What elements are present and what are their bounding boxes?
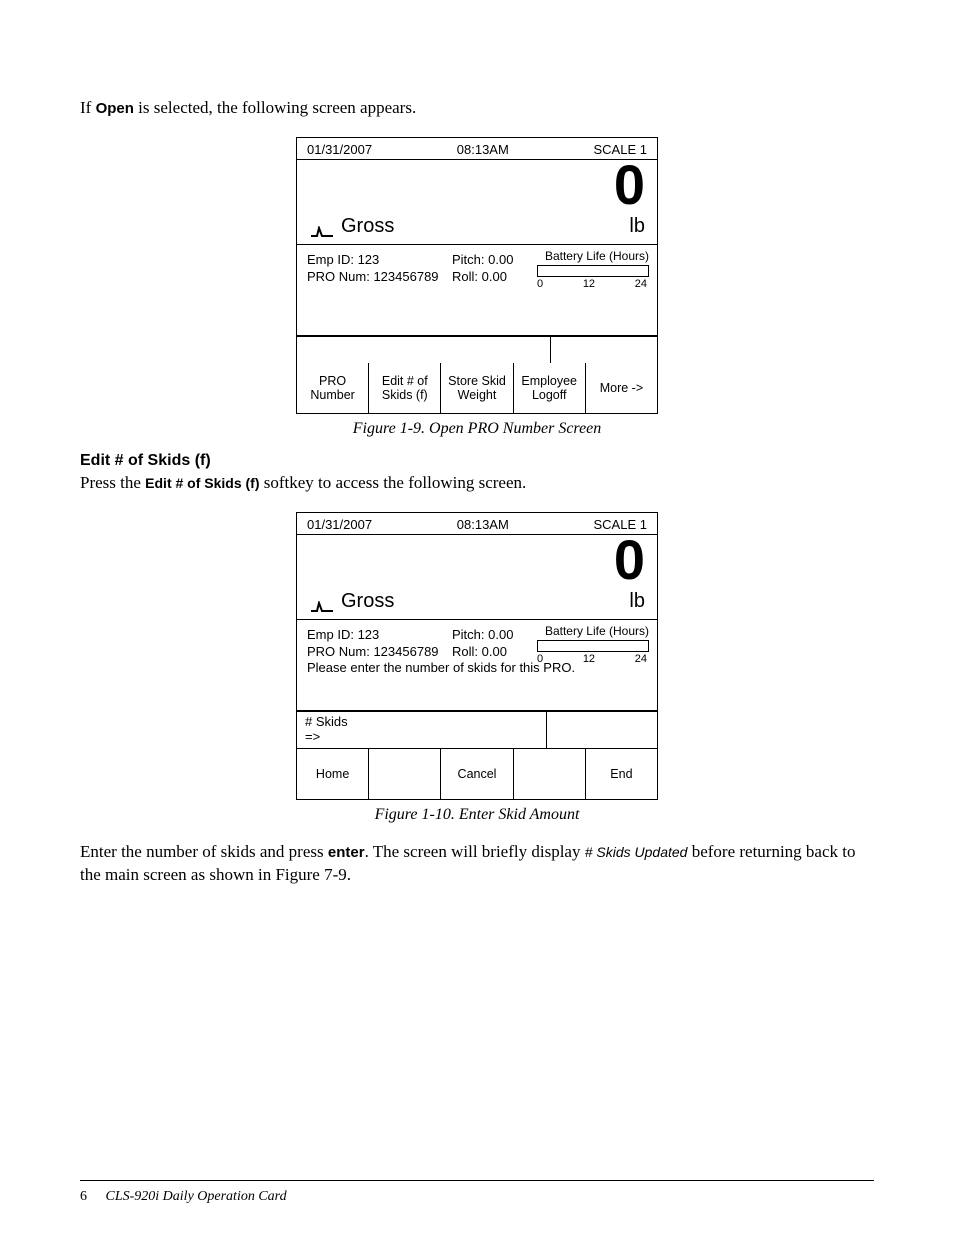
time-label: 08:13AM [457, 142, 509, 157]
section-heading-edit-skids: Edit # of Skids (f) [80, 452, 874, 470]
screen-open-pro: 01/31/2007 08:13AM SCALE 1 0 Gross lb Em… [296, 137, 658, 414]
battery-widget: Battery Life (Hours) 0 12 24 [537, 249, 649, 290]
closing-paragraph: Enter the number of skids and press ente… [80, 841, 874, 887]
softkey-pro-number[interactable]: PRO Number [297, 363, 369, 413]
skid-input-label: # Skids [305, 714, 538, 729]
battery-tick-0: 0 [537, 278, 543, 290]
line2-bold: Edit # of Skids (f) [145, 475, 259, 491]
roll-label: Roll: 0.00 [452, 268, 513, 286]
para-before: Enter the number of skids and press [80, 842, 328, 861]
para-skids-updated: # Skids Updated [585, 844, 688, 860]
battery-tick-24: 24 [635, 278, 647, 290]
pitch-label-2: Pitch: 0.00 [452, 626, 513, 644]
softkey-edit-skids[interactable]: Edit # of Skids (f) [369, 363, 441, 413]
roll-label-2: Roll: 0.00 [452, 643, 513, 661]
figure-1-10-caption: Figure 1-10. Enter Skid Amount [80, 806, 874, 824]
battery-tick2-24: 24 [635, 653, 647, 665]
time-label-2: 08:13AM [457, 517, 509, 532]
softkey-cancel[interactable]: Cancel [441, 749, 513, 799]
gross-label-2: Gross [311, 590, 394, 613]
battery-widget-2: Battery Life (Hours) 0 12 24 [537, 624, 649, 665]
skid-input-row[interactable]: # Skids => [297, 711, 657, 749]
battery-tick-12: 12 [583, 278, 595, 290]
skid-input-blank [547, 712, 657, 748]
gross-label: Gross [311, 215, 394, 238]
battery-bar-2 [537, 640, 649, 652]
unit-label: lb [629, 215, 645, 238]
battery-label-2: Battery Life (Hours) [537, 624, 649, 638]
pitch-label: Pitch: 0.00 [452, 251, 513, 269]
battery-bar [537, 265, 649, 277]
date-label: 01/31/2007 [307, 142, 372, 157]
message-bar [297, 336, 657, 363]
softkey-blank-2 [514, 749, 586, 799]
softkey-blank-1 [369, 749, 441, 799]
intro-before: If [80, 98, 96, 117]
stable-icon [311, 601, 333, 613]
doc-title: CLS-920i Daily Operation Card [106, 1189, 287, 1204]
gross-text-2: Gross [341, 590, 394, 613]
press-softkey-text: Press the Edit # of Skids (f) softkey to… [80, 472, 874, 495]
figure-1-9-caption: Figure 1-9. Open PRO Number Screen [80, 420, 874, 438]
gross-text: Gross [341, 215, 394, 238]
softkey-store-skid-weight[interactable]: Store Skid Weight [441, 363, 513, 413]
pro-num-2: PRO Num: 123456789 [307, 643, 439, 661]
para-mid: . The screen will briefly display [365, 842, 585, 861]
page-footer: 6 CLS-920i Daily Operation Card [80, 1189, 287, 1205]
footer-rule [80, 1180, 874, 1181]
weight-value-2: 0 [614, 527, 645, 592]
page-number: 6 [80, 1189, 102, 1205]
intro-text: If Open is selected, the following scree… [80, 97, 874, 120]
screen-enter-skid: 01/31/2007 08:13AM SCALE 1 0 Gross lb Em… [296, 512, 658, 800]
intro-after: is selected, the following screen appear… [134, 98, 416, 117]
unit-label-2: lb [629, 590, 645, 613]
intro-open-label: Open [96, 100, 134, 117]
line2-after: softkey to access the following screen. [260, 473, 527, 492]
softkey-end[interactable]: End [586, 749, 657, 799]
skid-prompt: Please enter the number of skids for thi… [307, 660, 575, 675]
emp-id: Emp ID: 123 [307, 251, 439, 269]
weight-value: 0 [614, 152, 645, 217]
pro-num: PRO Num: 123456789 [307, 268, 439, 286]
stable-icon [311, 226, 333, 238]
line2-before: Press the [80, 473, 145, 492]
battery-tick2-12: 12 [583, 653, 595, 665]
skid-input-marker: => [305, 729, 538, 744]
date-label-2: 01/31/2007 [307, 517, 372, 532]
emp-id-2: Emp ID: 123 [307, 626, 439, 644]
para-enter: enter [328, 844, 365, 861]
softkey-more[interactable]: More -> [586, 363, 657, 413]
softkey-home[interactable]: Home [297, 749, 369, 799]
battery-label: Battery Life (Hours) [537, 249, 649, 263]
softkey-employee-logoff[interactable]: Employee Logoff [514, 363, 586, 413]
